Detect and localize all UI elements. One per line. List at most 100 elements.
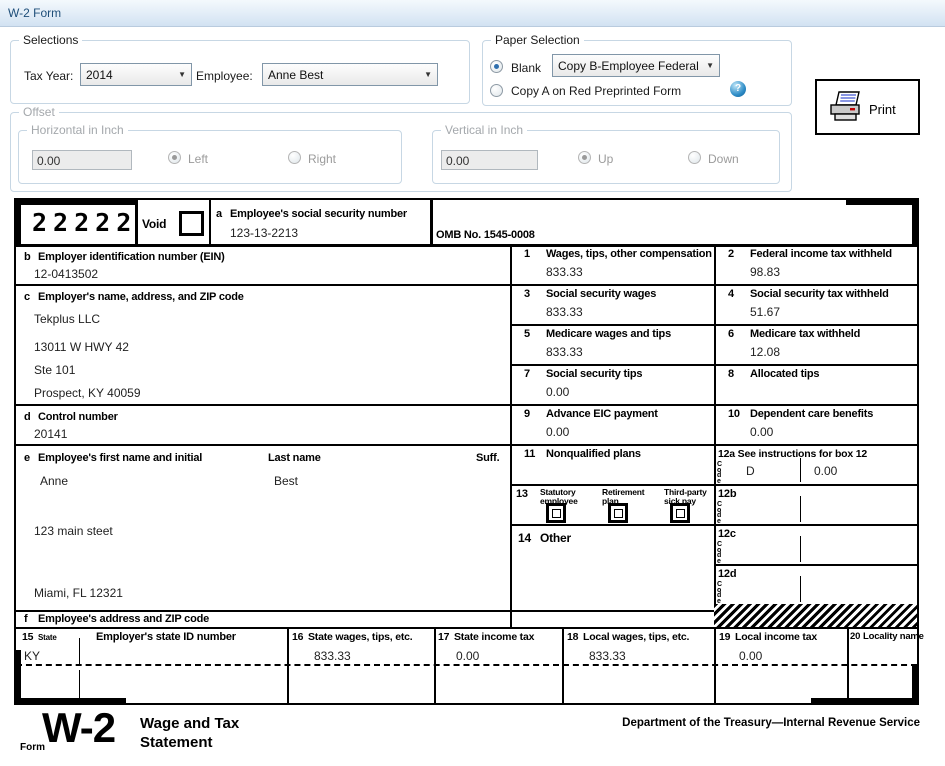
- box-d-label: Control number: [38, 411, 118, 423]
- down-radio: [688, 151, 701, 164]
- box-label: Federal income tax withheld: [750, 248, 892, 260]
- box-1: 1 Wages, tips, other compensation 833.33: [510, 244, 714, 284]
- blank-radio-label[interactable]: Blank: [511, 61, 542, 75]
- box-12a-value: 0.00: [814, 464, 838, 478]
- box-2: 2 Federal income tax withheld 98.83: [714, 244, 917, 284]
- box-label: Wages, tips, other compensation: [546, 248, 712, 260]
- employee-dropdown[interactable]: Anne Best ▼: [262, 63, 438, 86]
- box-number: 4: [728, 288, 734, 300]
- box-12d-number: 12d: [718, 568, 737, 580]
- box-number: 10: [728, 408, 740, 420]
- box-18-value: 833.33: [589, 649, 626, 663]
- form-line: [16, 444, 917, 446]
- box-11: 11 Nonqualified plans: [510, 444, 714, 484]
- offset-group-label: Offset: [19, 105, 59, 119]
- box-17-value: 0.00: [456, 649, 480, 663]
- box-value: 0.00: [750, 425, 774, 439]
- box-10: 10 Dependent care benefits 0.00: [714, 404, 917, 444]
- form-line: [510, 364, 917, 366]
- third-party-sick-pay-checkbox: [670, 503, 690, 523]
- form-line: [510, 324, 917, 326]
- box-12c-code-strip: Code: [717, 541, 723, 565]
- form-line: [16, 404, 917, 406]
- third-party-sick-pay-label: Third-party sick pay: [664, 487, 707, 506]
- box-label: Social security tips: [546, 368, 643, 380]
- retirement-plan-checkbox: [608, 503, 628, 523]
- help-icon[interactable]: ?: [730, 81, 746, 97]
- chevron-down-icon: ▼: [424, 70, 432, 79]
- form-line: [800, 576, 801, 602]
- box-value: 0.00: [546, 385, 570, 399]
- box-value: 833.33: [546, 265, 583, 279]
- void-label: Void: [142, 217, 167, 231]
- form-line: [800, 536, 801, 562]
- chevron-down-icon: ▼: [706, 61, 714, 70]
- window-title: W-2 Form: [8, 6, 62, 20]
- hatched-area: [714, 604, 917, 627]
- corner-mark: [912, 666, 917, 703]
- corner-mark: [846, 200, 917, 205]
- last-name-label: Last name: [268, 452, 321, 464]
- form-control-code: 22222: [32, 208, 138, 237]
- box-a-value: 123-13-2213: [230, 226, 299, 240]
- box-value: 0.00: [546, 425, 570, 439]
- vertical-offset-group: Vertical in Inch: [432, 123, 780, 184]
- state-value: KY: [24, 649, 41, 663]
- copy-a-radio-label[interactable]: Copy A on Red Preprinted Form: [511, 84, 682, 98]
- form-line: [562, 627, 564, 703]
- form-dashed-line: [16, 664, 917, 666]
- box-a-letter: a: [216, 208, 222, 220]
- corner-mark: [16, 650, 21, 703]
- box-number: 1: [524, 248, 530, 260]
- corner-mark: [16, 200, 137, 205]
- tax-year-label: Tax Year:: [24, 69, 74, 83]
- box-20-label: Locality name: [863, 631, 924, 642]
- copy-a-radio[interactable]: [490, 84, 503, 97]
- paper-selection-group-label: Paper Selection: [491, 33, 584, 47]
- suffix-label: Suff.: [476, 452, 500, 464]
- box-b-label: Employer identification number (EIN): [38, 251, 225, 263]
- print-button[interactable]: Print: [815, 79, 920, 135]
- box-label: Dependent care benefits: [750, 408, 874, 420]
- box-6: 6 Medicare tax withheld 12.08: [714, 324, 917, 364]
- box-value: 833.33: [546, 305, 583, 319]
- form-title-line1: Wage and Tax: [140, 715, 240, 732]
- box-16-number: 16: [292, 631, 304, 643]
- box-19-value: 0.00: [739, 649, 763, 663]
- box-f-label: Employee's address and ZIP code: [38, 613, 210, 625]
- form-title: Wage and Tax Statement: [140, 714, 239, 752]
- tax-year-dropdown[interactable]: 2014 ▼: [80, 63, 192, 86]
- box-14-number: 14: [518, 531, 531, 545]
- form-word: Form: [20, 742, 45, 753]
- box-number: 5: [524, 328, 530, 340]
- box-a-label: Employee's social security number: [230, 208, 407, 220]
- box-8: 8 Allocated tips: [714, 364, 917, 404]
- box-16-label: State wages, tips, etc.: [308, 631, 413, 643]
- employee-first-name: Anne: [40, 474, 69, 488]
- box-12a-number: 12a: [718, 448, 735, 460]
- box-f-letter: f: [24, 613, 28, 625]
- form-line: [714, 627, 716, 703]
- employee-last-name: Best: [274, 474, 299, 488]
- box-label: Social security tax withheld: [750, 288, 889, 300]
- department-text: Department of the Treasury—Internal Reve…: [622, 717, 920, 729]
- copy-type-dropdown[interactable]: Copy B-Employee Federal ▼: [552, 54, 720, 77]
- form-title-line2: Statement: [140, 734, 213, 751]
- omb-number: OMB No. 1545-0008: [436, 229, 535, 241]
- box-label: Medicare tax withheld: [750, 328, 861, 340]
- employee-value: Anne Best: [268, 67, 324, 82]
- down-radio-label: Down: [708, 152, 739, 166]
- box-label: Nonqualified plans: [546, 448, 641, 460]
- blank-radio[interactable]: [490, 60, 503, 73]
- box-value: 12.08: [750, 345, 781, 359]
- box-label: Social security wages: [546, 288, 657, 300]
- box-number: 6: [728, 328, 734, 340]
- box-value: 833.33: [546, 345, 583, 359]
- form-line: [16, 627, 917, 629]
- printer-icon: [830, 91, 860, 121]
- form-line: [287, 627, 289, 703]
- form-line: [434, 627, 436, 703]
- form-line: [16, 610, 714, 612]
- employee-city: Miami, FL 12321: [34, 586, 123, 600]
- statutory-employee-label: Statutory employee: [540, 487, 578, 506]
